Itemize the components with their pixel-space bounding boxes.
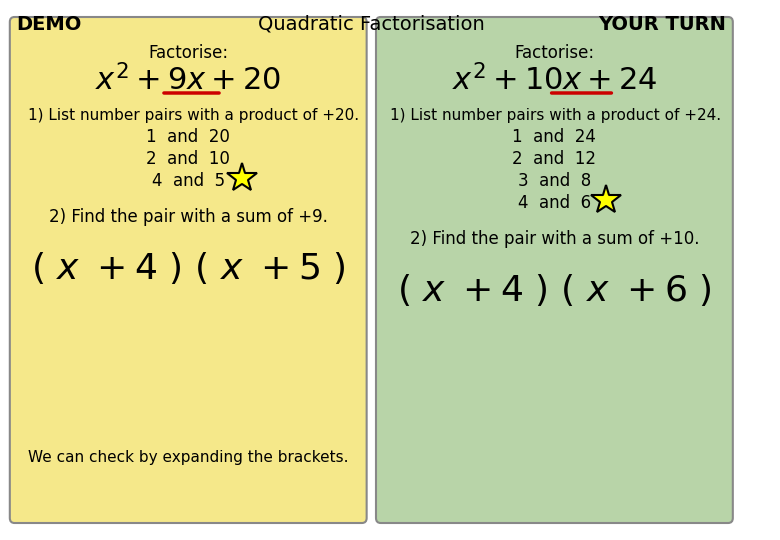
FancyBboxPatch shape <box>376 17 733 523</box>
Text: Factorise:: Factorise: <box>514 44 594 62</box>
Text: Factorise:: Factorise: <box>148 44 229 62</box>
Text: 4  and  5: 4 and 5 <box>151 172 225 190</box>
Text: 2  and  12: 2 and 12 <box>512 150 597 168</box>
Text: 1  and  24: 1 and 24 <box>512 128 597 146</box>
Text: 1) List number pairs with a product of +20.: 1) List number pairs with a product of +… <box>27 108 359 123</box>
FancyBboxPatch shape <box>10 17 367 523</box>
Text: 2) Find the pair with a sum of +9.: 2) Find the pair with a sum of +9. <box>49 208 328 226</box>
Text: $x^2 + 9x + 20$: $x^2 + 9x + 20$ <box>95 64 281 97</box>
Text: Quadratic Factorisation: Quadratic Factorisation <box>258 15 484 34</box>
Text: 1  and  20: 1 and 20 <box>147 128 230 146</box>
Text: YOUR TURN: YOUR TURN <box>598 15 726 34</box>
Text: 2  and  10: 2 and 10 <box>147 150 230 168</box>
Text: 4  and  6: 4 and 6 <box>518 194 591 212</box>
Text: $x^2 + 10x + 24$: $x^2 + 10x + 24$ <box>452 64 658 97</box>
Text: $( \ x \ +4 \ ) \ ( \ x \ +5 \ )$: $( \ x \ +4 \ ) \ ( \ x \ +5 \ )$ <box>31 250 346 286</box>
Text: DEMO: DEMO <box>16 15 82 34</box>
Text: 3  and  8: 3 and 8 <box>518 172 591 190</box>
Text: 1) List number pairs with a product of +24.: 1) List number pairs with a product of +… <box>390 108 722 123</box>
Text: $( \ x \ +4 \ ) \ ( \ x \ +6 \ )$: $( \ x \ +4 \ ) \ ( \ x \ +6 \ )$ <box>397 272 712 308</box>
Text: We can check by expanding the brackets.: We can check by expanding the brackets. <box>27 450 348 465</box>
Text: 2) Find the pair with a sum of +10.: 2) Find the pair with a sum of +10. <box>410 230 699 248</box>
